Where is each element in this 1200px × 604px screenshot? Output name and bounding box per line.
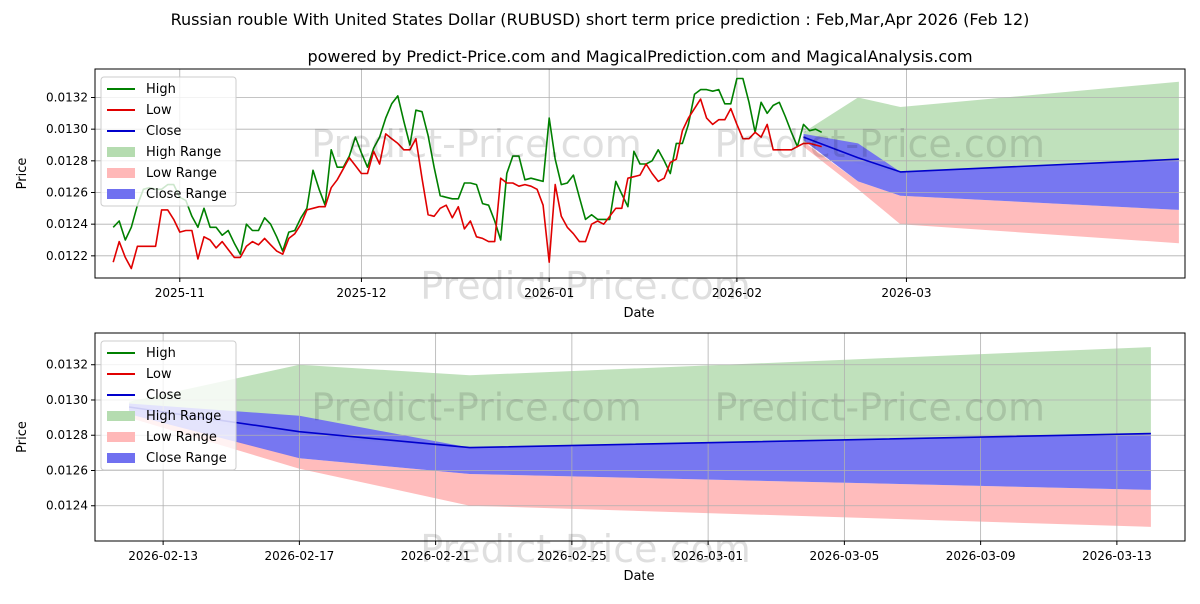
watermark: Predict-Price.com Predict-Price.com Predic…: [311, 122, 1045, 308]
high-range-band: [129, 347, 1151, 448]
legend-label: Close Range: [146, 187, 227, 202]
x-tick-label: 2025-12: [336, 286, 386, 300]
y-tick-label: 0.0130: [46, 393, 88, 407]
legend-label: Close: [146, 388, 181, 403]
x-tick-label: 2026-02-21: [401, 549, 471, 563]
x-tick-label: 2026-03-05: [810, 549, 880, 563]
upper-chart-panel: Predict-Price.com Predict-Price.com Predic…: [15, 68, 1186, 321]
x-tick-label: 2026-02-25: [537, 549, 607, 563]
y-tick-label: 0.0122: [46, 249, 88, 263]
plot-area: [95, 333, 1185, 541]
legend-swatch: [107, 411, 135, 421]
legend-label: Close: [146, 124, 181, 139]
watermark-text: Predict-Price.com: [420, 264, 751, 308]
legend-swatch: [107, 453, 135, 463]
high-range-band: [803, 81, 1179, 174]
x-axis-label: Date: [623, 569, 654, 584]
watermark-text: Predict-Price.com: [311, 122, 642, 166]
chart-title: Russian rouble With United States Dollar…: [171, 10, 1030, 29]
y-axis-label: Price: [15, 421, 30, 453]
legend-swatch: [107, 168, 135, 178]
watermark-text: Predict-Price.com: [311, 385, 642, 429]
legend-label: Close Range: [146, 451, 227, 466]
y-tick-label: 0.0128: [46, 428, 88, 442]
y-tick-label: 0.0132: [46, 91, 88, 105]
y-tick-label: 0.0130: [46, 122, 88, 136]
watermark: Predict-Price.com Predict-Price.com Predic…: [311, 385, 1045, 570]
legend-label: High: [146, 346, 176, 361]
low-range-band: [129, 410, 1151, 527]
y-tick-label: 0.0124: [46, 499, 88, 513]
x-axis-label: Date: [623, 306, 654, 321]
high-line: [112, 77, 823, 255]
y-tick-label: 0.0124: [46, 217, 88, 231]
low-range-band: [803, 141, 1179, 244]
low-line: [112, 98, 822, 270]
y-tick-label: 0.0126: [46, 463, 88, 477]
chart-subtitle: powered by Predict-Price.com and Magical…: [307, 47, 972, 66]
x-tick-label: 2026-03-09: [946, 549, 1016, 563]
x-tick-label: 2026-02-13: [128, 549, 198, 563]
legend: High Low Close High Range Low Range Close Ran…: [100, 340, 237, 471]
legend-label: High Range: [146, 145, 221, 160]
x-tick-label: 2026-03-13: [1082, 549, 1152, 563]
legend: High Low Close High Range Low Range Close Ran…: [100, 76, 237, 207]
x-tick-label: 2026-02: [712, 286, 762, 300]
legend-swatch: [107, 189, 135, 199]
legend-swatch: [107, 432, 135, 442]
y-tick-label: 0.0132: [46, 358, 88, 372]
legend-label: Low Range: [146, 166, 217, 181]
x-tick-label: 2026-03: [881, 286, 931, 300]
y-tick-label: 0.0126: [46, 186, 88, 200]
watermark-text: Predict-Price.com: [715, 385, 1046, 429]
x-tick-label: 2026-02-17: [265, 549, 335, 563]
plot-frame: [94, 68, 1186, 279]
legend-label: High: [146, 82, 176, 97]
y-tick-label: 0.0128: [46, 154, 88, 168]
x-tick-label: 2025-11: [155, 286, 205, 300]
legend-swatch: [107, 147, 135, 157]
close-range-band: [803, 133, 1179, 210]
x-tick-label: 2026-03-01: [673, 549, 743, 563]
legend-label: Low Range: [146, 430, 217, 445]
legend-label: Low: [146, 103, 172, 118]
close-line: [803, 136, 1179, 173]
legend-label: High Range: [146, 409, 221, 424]
plot-area: [95, 69, 1185, 278]
plot-frame: [94, 332, 1186, 542]
legend-label: Low: [146, 367, 172, 382]
y-axis-label: Price: [15, 158, 30, 190]
watermark-text: Predict-Price.com: [715, 122, 1046, 166]
close-range-band: [129, 403, 1151, 490]
lower-chart-panel: Predict-Price.com Predict-Price.com Predic…: [15, 332, 1186, 584]
x-tick-label: 2026-01: [524, 286, 574, 300]
watermark-text: Predict-Price.com: [420, 527, 751, 571]
